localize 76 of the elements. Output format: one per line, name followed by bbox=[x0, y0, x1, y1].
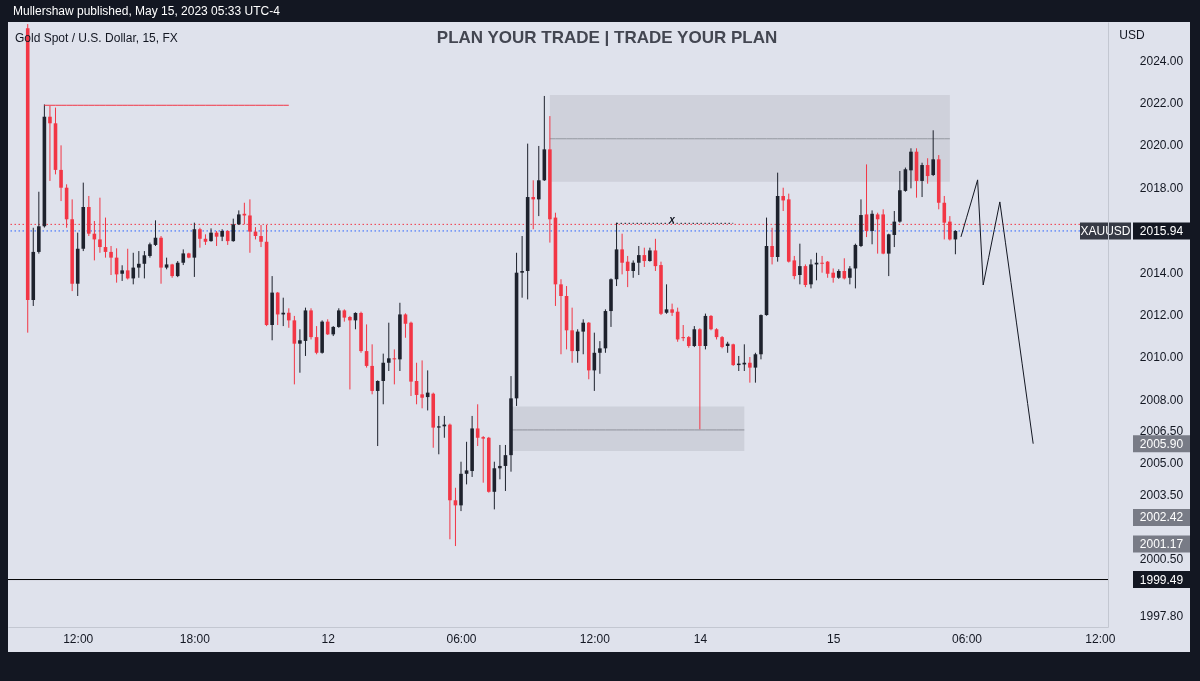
candlestick bbox=[770, 227, 774, 265]
x-tick-label: 14 bbox=[693, 631, 708, 646]
candlestick bbox=[848, 265, 852, 285]
x-tick-label: 12:00 bbox=[63, 631, 94, 646]
candlestick bbox=[337, 307, 341, 329]
text: 2002.42 bbox=[1139, 510, 1184, 525]
x-tick-label: 12:00 bbox=[579, 631, 611, 646]
chart-title: PLAN YOUR TRADE | TRADE YOUR PLAN bbox=[436, 28, 778, 47]
candlestick bbox=[931, 129, 935, 177]
x-tick-label: 06:00 bbox=[446, 631, 477, 646]
candlestick bbox=[636, 245, 641, 276]
y-tick-label: 2024.00 bbox=[1139, 53, 1184, 68]
text: 2001.17 bbox=[1139, 536, 1184, 551]
y-tick-label: 2008.00 bbox=[1139, 392, 1184, 407]
candlestick bbox=[870, 209, 874, 245]
candlestick bbox=[298, 328, 302, 374]
candlestick bbox=[698, 327, 702, 430]
y-tick-label: 2020.00 bbox=[1139, 138, 1184, 153]
candlestick bbox=[620, 233, 624, 275]
y-tick-label: 2000.50 bbox=[1139, 551, 1184, 566]
candlestick bbox=[520, 235, 524, 299]
data-label: x bbox=[668, 214, 676, 226]
x-tick-label: 18:00 bbox=[179, 631, 211, 646]
candlestick bbox=[909, 147, 913, 189]
y-axis-title: USD bbox=[1119, 28, 1145, 42]
candlestick bbox=[781, 187, 785, 212]
candlestick bbox=[381, 353, 386, 405]
candlestick bbox=[125, 248, 130, 280]
ref-line-label: 1999.49 bbox=[1139, 572, 1184, 587]
y-tick-label: 2022.00 bbox=[1139, 96, 1184, 111]
candlestick bbox=[231, 218, 236, 243]
y-tick-label: 2014.00 bbox=[1139, 265, 1184, 280]
candlestick bbox=[536, 145, 541, 217]
line-series bbox=[960, 179, 1034, 445]
candlestick bbox=[109, 245, 113, 276]
candlestick bbox=[287, 307, 291, 329]
x-tick-label: 15 bbox=[827, 631, 841, 646]
candlestick bbox=[681, 324, 686, 342]
candlestick bbox=[748, 356, 752, 384]
x-tick-label: 06:00 bbox=[952, 631, 983, 646]
candlestick bbox=[386, 322, 391, 372]
candlestick bbox=[220, 228, 224, 242]
candlestick bbox=[598, 340, 602, 375]
candlestick bbox=[464, 441, 469, 485]
y-tick-label: 1997.80 bbox=[1139, 608, 1184, 623]
text: Mullershaw published, May 15, 2023 05:33 UTC-4 bbox=[13, 4, 281, 18]
candlestick bbox=[209, 227, 213, 243]
candlestick bbox=[59, 144, 63, 202]
candlestick bbox=[137, 250, 141, 279]
candlestick bbox=[664, 283, 669, 315]
candlestick bbox=[559, 278, 563, 355]
y-tick-label: 2018.00 bbox=[1139, 180, 1184, 195]
y-tick-label: 2005.00 bbox=[1139, 456, 1184, 471]
candlestick bbox=[348, 315, 352, 390]
candlestick bbox=[98, 197, 102, 254]
candlestick bbox=[581, 318, 586, 355]
candlestick bbox=[481, 435, 486, 484]
candlestick bbox=[420, 359, 424, 409]
y-tick-label: 2003.50 bbox=[1139, 488, 1184, 503]
candlestick bbox=[570, 307, 574, 364]
candlestick bbox=[798, 243, 802, 285]
x-tick-label: 12:00 bbox=[1085, 631, 1116, 646]
candlestick bbox=[809, 258, 813, 289]
candlestick bbox=[259, 224, 263, 248]
candlestick bbox=[820, 255, 824, 274]
candlestick bbox=[920, 162, 924, 198]
candlestick bbox=[198, 227, 202, 249]
y-tick-label: 2006.50 bbox=[1139, 424, 1184, 439]
candlestick bbox=[498, 444, 502, 480]
candlestick bbox=[670, 303, 674, 317]
y-tick-label: 2010.00 bbox=[1139, 350, 1184, 365]
x-tick-label: 12 bbox=[321, 631, 336, 646]
candlestick bbox=[131, 252, 136, 285]
text: 2005.90 bbox=[1139, 436, 1184, 451]
candlestick bbox=[436, 415, 441, 455]
y-tick-label: 2012.00 bbox=[1139, 307, 1184, 322]
